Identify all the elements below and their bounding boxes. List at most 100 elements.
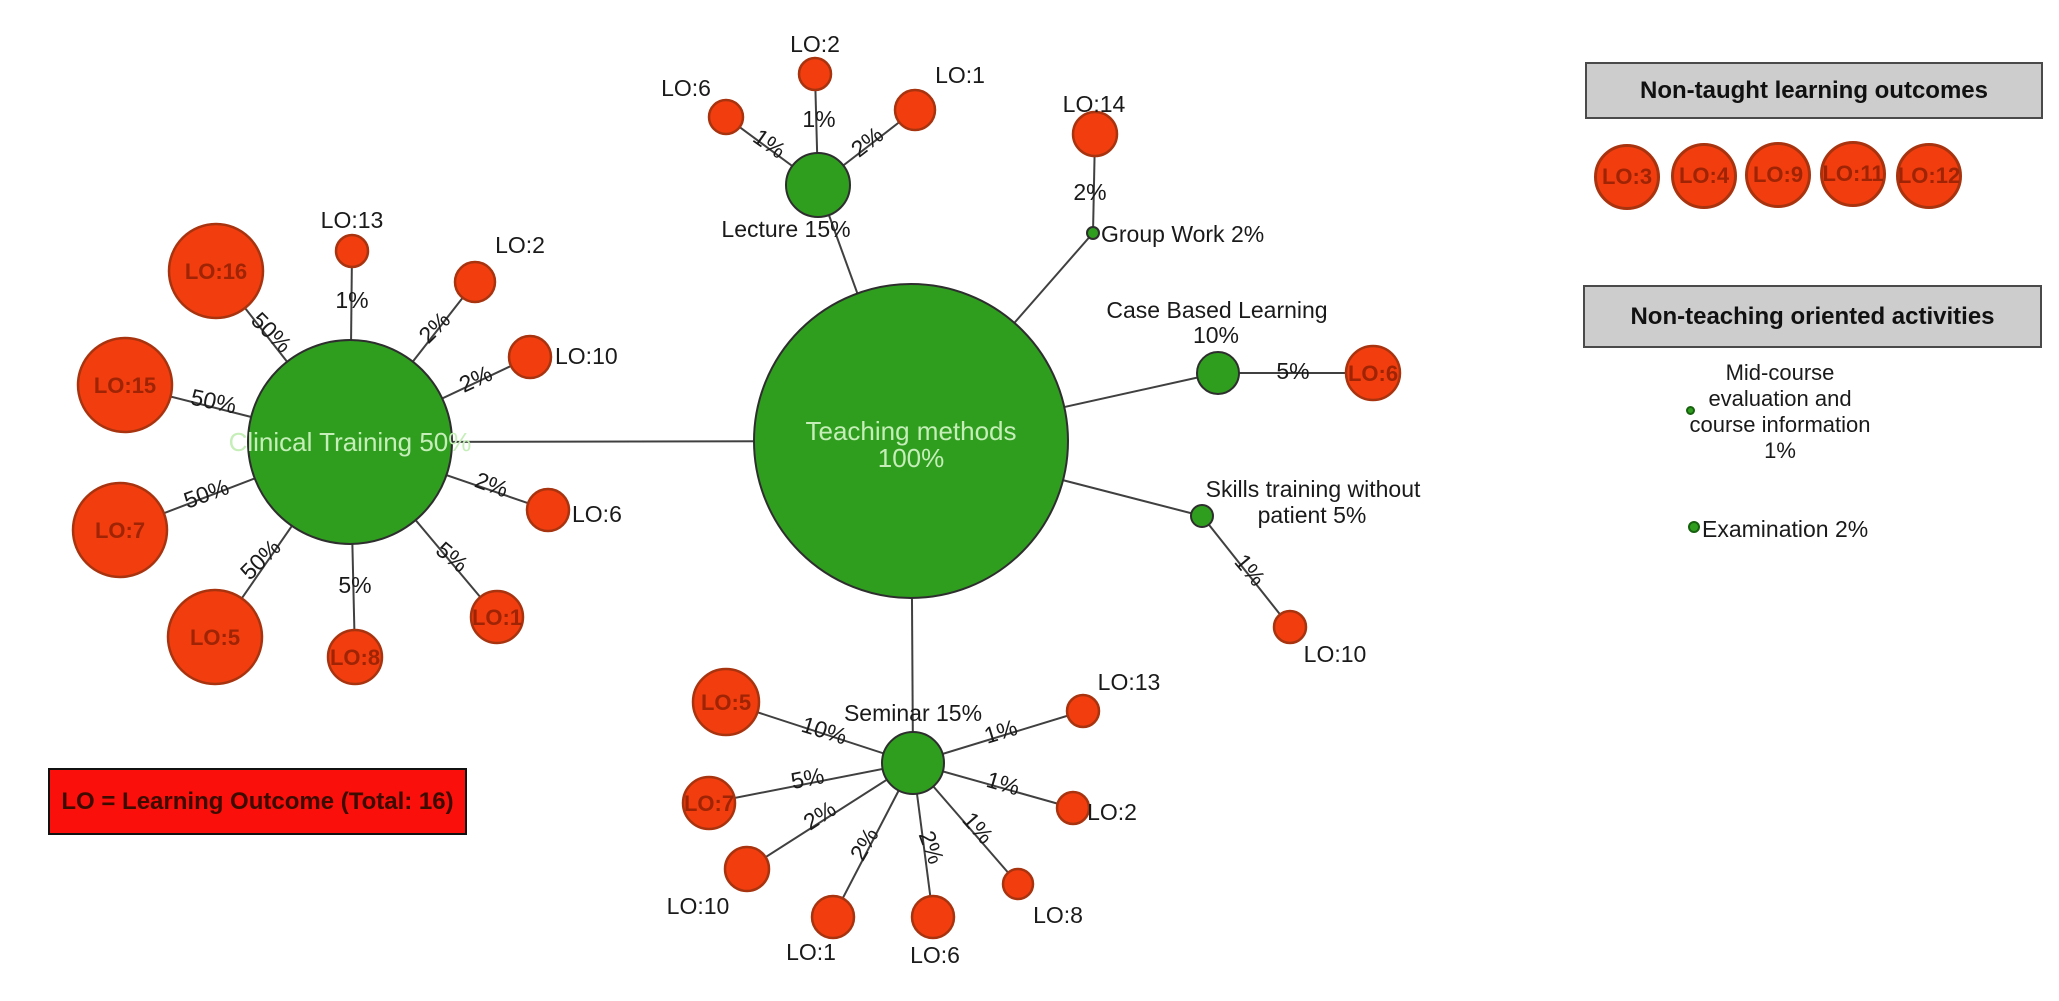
node-clinical-training-lo-16 (167, 222, 265, 320)
pct-label-clinical-training-lo-13: 1% (335, 287, 368, 313)
node-lecture (785, 152, 851, 218)
label-seminar-lo-7: LO:7 (684, 791, 734, 816)
node-clinical-training-lo-10 (507, 334, 553, 380)
pct-label-lecture-lo-1: 2% (846, 121, 888, 162)
node-teaching-methods (753, 283, 1069, 599)
pct-label-case-based-learning-lo-6: 5% (1276, 358, 1309, 384)
pct-label-group-work-lo-14: 2% (1073, 179, 1106, 205)
node-seminar-lo-10 (723, 845, 771, 893)
label-skills-training-without-patient-lo-10: LO:10 (1304, 641, 1367, 667)
pct-label-clinical-training-lo-8: 5% (338, 572, 371, 598)
pct-label-seminar-lo-8: 1% (957, 807, 998, 849)
node-clinical-training-lo-6 (525, 487, 571, 533)
clinical-training-label: Clinical Training 50% (229, 427, 472, 457)
skills-training-without-patient-label: patient 5% (1258, 502, 1367, 528)
pct-label-seminar-lo-2: 1% (984, 766, 1023, 800)
mid-course-evaluation-label: Mid-course evaluation and course informa… (1689, 360, 1871, 463)
label-lecture-lo-1: LO:1 (935, 62, 985, 88)
label-clinical-training-lo-5: LO:5 (190, 625, 240, 650)
pct-label-clinical-training-lo-1: 5% (431, 536, 473, 577)
non-taught-lo-3: LO:3 (1594, 144, 1660, 210)
examination-bullet-icon (1688, 521, 1700, 533)
pct-label-clinical-training-lo-6: 2% (472, 467, 512, 503)
label-clinical-training-lo-13: LO:13 (321, 207, 384, 233)
label-clinical-training-lo-1: LO:1 (472, 605, 522, 630)
label-lecture-lo-2: LO:2 (790, 31, 840, 57)
label-clinical-training-lo-6: LO:6 (572, 501, 622, 527)
pct-label-clinical-training-lo-2: 2% (413, 306, 455, 348)
examination-label: Examination 2% (1702, 516, 1869, 542)
non-taught-lo-12: LO:12 (1896, 143, 1962, 209)
node-seminar-lo-6 (910, 894, 956, 940)
node-seminar-lo-5 (691, 667, 761, 737)
case-based-learning-label: Case Based Learning (1106, 297, 1327, 323)
edge-seminar-lo-10 (746, 762, 914, 870)
node-lecture-lo-6 (707, 98, 745, 136)
teaching-methods-label: Teaching methods (805, 416, 1016, 446)
node-clinical-training-lo-2 (453, 260, 497, 304)
node-seminar-lo-13 (1065, 693, 1101, 729)
label-clinical-training-lo-10: LO:10 (555, 343, 618, 369)
pct-label-seminar-lo-10: 2% (799, 795, 841, 835)
edge-seminar-lo-7 (708, 762, 914, 804)
pct-label-clinical-training-lo-5: 50% (235, 534, 286, 585)
label-seminar-lo-6: LO:6 (910, 942, 960, 968)
pct-label-clinical-training-lo-10: 2% (455, 360, 496, 398)
label-clinical-training-lo-15: LO:15 (94, 373, 156, 398)
edge-skills-training-without-patient-lo-10 (1201, 515, 1291, 628)
node-seminar (881, 731, 945, 795)
node-clinical-training (247, 339, 453, 545)
label-seminar-lo-10: LO:10 (667, 893, 730, 919)
node-clinical-training-lo-15 (76, 336, 174, 434)
node-group-work-lo-14 (1071, 110, 1119, 158)
label-seminar-lo-5: LO:5 (701, 690, 751, 715)
non-taught-lo-9: LO:9 (1745, 142, 1811, 208)
pct-label-clinical-training-lo-15: 50% (188, 384, 238, 419)
label-seminar-lo-1: LO:1 (786, 939, 836, 965)
label-seminar-lo-13: LO:13 (1098, 669, 1161, 695)
label-clinical-training-lo-16: LO:16 (185, 259, 247, 284)
label-seminar-lo-8: LO:8 (1033, 902, 1083, 928)
non-taught-lo-4: LO:4 (1671, 143, 1737, 209)
label-clinical-training-lo-8: LO:8 (330, 645, 380, 670)
non-taught-lo-11: LO:11 (1820, 141, 1886, 207)
mid-course-bullet-icon (1686, 406, 1695, 415)
non-taught-outcomes-header: Non-taught learning outcomes (1585, 62, 2043, 119)
lecture-label: Lecture 15% (721, 216, 850, 242)
pct-label-lecture-lo-2: 1% (802, 106, 835, 132)
node-case-based-learning-lo-6 (1344, 344, 1402, 402)
node-case-based-learning (1196, 351, 1240, 395)
pct-label-seminar-lo-5: 10% (799, 711, 851, 749)
label-clinical-training-lo-7: LO:7 (95, 518, 145, 543)
label-lecture-lo-6: LO:6 (661, 75, 711, 101)
non-teaching-activities-header: Non-teaching oriented activities (1583, 285, 2042, 348)
node-clinical-training-lo-8 (326, 628, 384, 686)
label-case-based-learning-lo-6: LO:6 (1348, 361, 1398, 386)
node-lecture-lo-2 (797, 56, 833, 92)
lo-legend: LO = Learning Outcome (Total: 16) (48, 768, 467, 835)
seminar-label: Seminar 15% (844, 700, 982, 726)
pct-label-seminar-lo-6: 2% (914, 827, 950, 867)
pct-label-clinical-training-lo-7: 50% (180, 473, 232, 513)
pct-label-lecture-lo-6: 1% (749, 123, 791, 163)
node-clinical-training-lo-5 (166, 588, 264, 686)
pct-label-seminar-lo-13: 1% (981, 714, 1020, 749)
node-seminar-lo-7 (681, 775, 737, 831)
node-seminar-lo-8 (1001, 867, 1035, 901)
skills-training-without-patient-label: Skills training without (1206, 476, 1421, 502)
label-seminar-lo-2: LO:2 (1087, 799, 1137, 825)
node-group-work (1086, 226, 1100, 240)
node-lecture-lo-1 (893, 88, 937, 132)
label-group-work-lo-14: LO:14 (1063, 91, 1126, 117)
group-work-label: Group Work 2% (1101, 221, 1264, 247)
node-clinical-training-lo-1 (469, 589, 525, 645)
teaching-methods-label: 100% (878, 443, 945, 473)
node-seminar-lo-1 (810, 894, 856, 940)
pct-label-clinical-training-lo-16: 50% (246, 307, 297, 358)
pct-label-seminar-lo-7: 5% (789, 762, 827, 794)
node-skills-training-without-patient-lo-10 (1272, 609, 1308, 645)
pct-label-skills-training-without-patient-lo-10: 1% (1229, 549, 1270, 591)
node-clinical-training-lo-7 (71, 481, 169, 579)
